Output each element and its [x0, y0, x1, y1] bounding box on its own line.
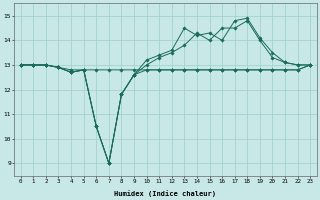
- X-axis label: Humidex (Indice chaleur): Humidex (Indice chaleur): [115, 190, 217, 197]
